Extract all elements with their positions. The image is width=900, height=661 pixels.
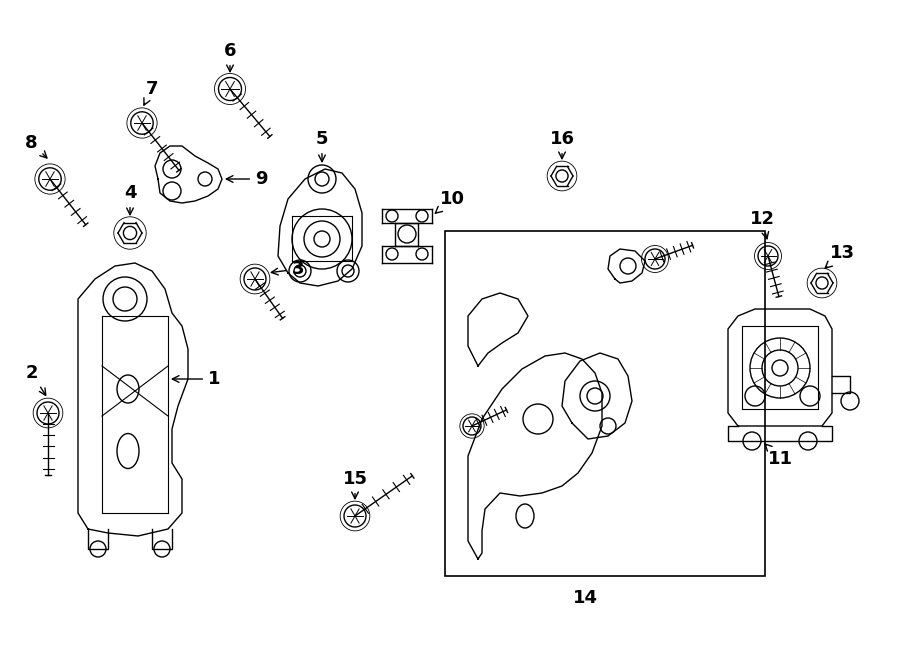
Text: 8: 8: [25, 134, 47, 158]
Text: 3: 3: [271, 260, 304, 278]
Text: 1: 1: [172, 370, 220, 388]
Text: 5: 5: [316, 130, 328, 162]
Text: 2: 2: [25, 364, 46, 395]
Text: 13: 13: [825, 244, 854, 268]
Text: 11: 11: [765, 444, 793, 468]
Text: 14: 14: [572, 589, 598, 607]
Text: 12: 12: [750, 210, 775, 239]
Text: 10: 10: [436, 190, 464, 214]
Text: 6: 6: [224, 42, 236, 71]
Bar: [445, 231, 765, 576]
Text: 9: 9: [226, 170, 267, 188]
Text: 7: 7: [144, 80, 158, 105]
Text: 15: 15: [343, 470, 367, 498]
Text: 4: 4: [124, 184, 136, 215]
Text: 16: 16: [550, 130, 574, 159]
